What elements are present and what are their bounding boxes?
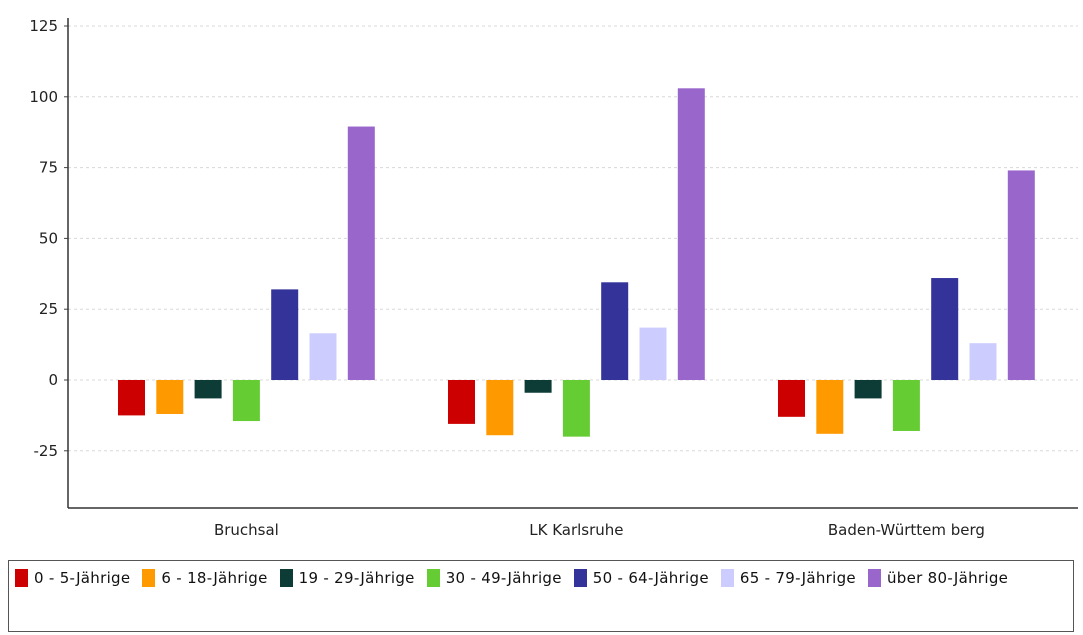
bar bbox=[156, 380, 184, 414]
bar bbox=[892, 380, 920, 431]
y-tick-label: 50 bbox=[39, 229, 58, 247]
bars bbox=[118, 88, 1035, 437]
legend-label: 19 - 29-Jährige bbox=[298, 569, 415, 587]
legend-swatch bbox=[15, 569, 28, 587]
bar bbox=[639, 327, 667, 380]
legend-item: über 80-Jährige bbox=[867, 567, 1009, 589]
y-axis: 125 100 75 50 25 0 -25 bbox=[29, 17, 69, 508]
bar bbox=[969, 343, 997, 380]
y-tick-label: 25 bbox=[39, 300, 58, 318]
bar bbox=[309, 333, 337, 380]
y-tick-label: 100 bbox=[29, 88, 58, 106]
bar bbox=[347, 126, 375, 380]
legend-swatch bbox=[573, 569, 587, 587]
bar-chart: 125 100 75 50 25 0 -25 Bruchsal LK Karlsruhe Bad… bbox=[29, 17, 1078, 539]
legend-item: 65 - 79-Jährige bbox=[720, 567, 856, 589]
bar bbox=[448, 380, 475, 424]
x-axis: Bruchsal LK Karlsruhe Baden-Württem berg bbox=[68, 507, 1078, 539]
x-tick-label: Baden-Württem berg bbox=[828, 521, 985, 539]
bar bbox=[118, 380, 145, 416]
legend-item: 30 - 49-Jährige bbox=[426, 567, 562, 589]
legend-swatch bbox=[142, 569, 156, 587]
legend-label: 6 - 18-Jährige bbox=[161, 569, 268, 587]
bar bbox=[816, 380, 844, 434]
bar bbox=[232, 380, 260, 422]
legend-label: 30 - 49-Jährige bbox=[445, 569, 562, 587]
legend-label: über 80-Jährige bbox=[886, 569, 1009, 587]
legend-item: 50 - 64-Jährige bbox=[573, 567, 709, 589]
x-tick-label: LK Karlsruhe bbox=[529, 521, 623, 539]
legend-swatch bbox=[720, 569, 734, 587]
bar bbox=[194, 380, 222, 399]
y-tick-label: 75 bbox=[39, 159, 58, 177]
legend-swatch bbox=[867, 569, 881, 587]
legend-label: 65 - 79-Jährige bbox=[739, 569, 856, 587]
bar bbox=[486, 380, 514, 436]
legend-item: 19 - 29-Jährige bbox=[279, 567, 415, 589]
y-tick-label: -25 bbox=[34, 442, 59, 460]
legend-swatch bbox=[279, 569, 293, 587]
bar bbox=[778, 380, 805, 417]
bar bbox=[931, 278, 959, 380]
legend-label: 0 - 5-Jährige bbox=[34, 569, 131, 587]
legend: 0 - 5-Jährige 6 - 18-Jährige 19 - 29-Jähri… bbox=[8, 560, 1074, 632]
bar bbox=[271, 289, 299, 380]
bar bbox=[524, 380, 552, 393]
legend-item: 0 - 5-Jährige bbox=[15, 567, 130, 589]
legend-label: 50 - 64-Jährige bbox=[592, 569, 709, 587]
bar bbox=[601, 282, 629, 380]
legend-swatch bbox=[426, 569, 440, 587]
bar bbox=[562, 380, 590, 437]
x-tick-label: Bruchsal bbox=[214, 521, 279, 539]
y-tick-label: 0 bbox=[48, 371, 58, 389]
bar bbox=[854, 380, 882, 399]
y-tick-label: 125 bbox=[29, 17, 58, 35]
bar bbox=[1007, 170, 1035, 380]
legend-item: 6 - 18-Jährige bbox=[142, 567, 267, 589]
bar bbox=[677, 88, 705, 380]
